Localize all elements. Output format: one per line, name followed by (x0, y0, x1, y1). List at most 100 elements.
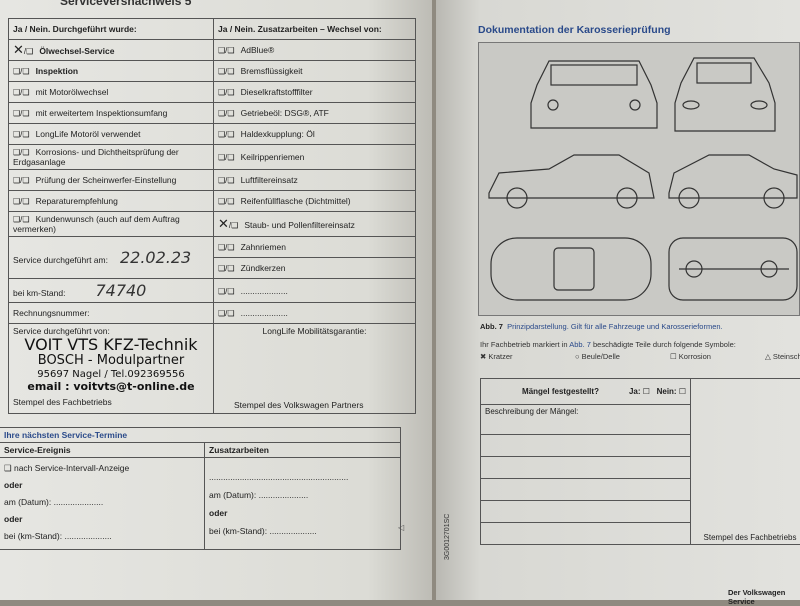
yes-no-checkbox[interactable]: ❑/❑ (218, 197, 235, 206)
extra-label: .................... (241, 308, 288, 318)
interval-option[interactable]: ❑ nach Service-Intervall-Anzeige (4, 460, 200, 477)
stamp-area: Stempel des Fachbetriebs (691, 379, 800, 545)
service-label: Inspektion (36, 66, 79, 76)
extra-item[interactable]: ❑/❑ Zahnriemen (214, 237, 416, 258)
page-header: Serviceversnachweis 5 (60, 0, 191, 8)
extra-item[interactable]: ❑/❑Haldexkupplung: Öl (214, 124, 416, 145)
extra-item[interactable]: ❑/❑Bremsflüssigkeit (214, 61, 416, 82)
extra-item[interactable]: ❑/❑Getriebeöl: DSG®, ATF (214, 103, 416, 124)
car-side-left (489, 155, 654, 208)
symbol-dent: ○ Beule/Delle (575, 352, 670, 361)
defects-line[interactable] (481, 501, 691, 523)
oder-label: oder (209, 504, 396, 522)
service-item[interactable]: ❑/❑ Reparaturempfehlung (9, 191, 214, 212)
service-date-label: Service durchgeführt am: (13, 255, 108, 265)
extra-item[interactable]: ✕/❑Staub- und Pollenfiltereinsatz (214, 212, 416, 237)
defects-description[interactable]: Beschreibung der Mängel: (481, 405, 691, 435)
service-date-value: 22.02.23 (120, 248, 191, 267)
yes-no-checkbox[interactable]: ❑/❑ (13, 215, 30, 224)
no-checkbox[interactable]: ☐ (679, 387, 686, 396)
next-km-field[interactable]: bei (km-Stand): .................... (4, 528, 200, 545)
service-item[interactable]: ✕/❑Ölwechsel-Service (9, 40, 214, 61)
extra-item[interactable]: ❑/❑Luftfiltereinsatz (214, 170, 416, 191)
extra-item[interactable]: ❑/❑.................... (214, 279, 416, 303)
defects-line[interactable] (481, 479, 691, 501)
defects-line[interactable] (481, 457, 691, 479)
service-date-cell[interactable]: Service durchgeführt am: 22.02.23 (9, 237, 214, 279)
table-row: ❑/❑Prüfung der Scheinwerfer-Einstellung❑… (9, 170, 416, 191)
next-service-table: Ihre nächsten Service-Termine Service-Er… (0, 427, 401, 550)
extra-item[interactable]: ❑/❑Zündkerzen (214, 258, 416, 279)
extras-line[interactable]: ........................................… (209, 468, 396, 486)
car-diagram (478, 42, 800, 316)
extra-label: Zahnriemen (241, 242, 286, 252)
yes-no-checkbox[interactable]: ❑/❑ (13, 67, 30, 76)
mobility-label: LongLife Mobilitätsgarantie: (218, 326, 411, 336)
defects-line[interactable] (481, 435, 691, 457)
km-cell[interactable]: bei km-Stand:74740 (9, 279, 214, 303)
stamp-line: VOIT VTS KFZ-Technik (13, 336, 209, 354)
car-underbody-view (669, 238, 797, 300)
table-row: ❑/❑ Reparaturempfehlung ❑/❑Reifenfüllflasc… (9, 191, 416, 212)
workshop-stamp-cell: Service durchgeführt von:VOIT VTS KFZ-Te… (9, 324, 214, 414)
extras-date-field[interactable]: am (Datum): ..................... (209, 486, 396, 504)
car-top-view (491, 238, 651, 300)
yes-no-checkbox[interactable]: ❑/❑ (218, 243, 235, 252)
service-item[interactable]: ❑/❑mit Motorölwechsel (9, 82, 214, 103)
yes-no-checkbox[interactable]: ❑/❑ (13, 176, 30, 185)
yes-checkbox[interactable]: ☐ (643, 387, 650, 396)
col1-header: Ja / Nein. Durchgeführt wurde: (9, 19, 214, 40)
service-label: LongLife Motoröl verwendet (36, 129, 141, 139)
service-label: Kundenwunsch (auch auf dem Auftrag verme… (13, 214, 180, 234)
caption-text: Prinzipdarstellung. Gilt für alle Fahrze… (507, 322, 723, 331)
yes-no-checkbox[interactable]: ❑/❑ (13, 130, 30, 139)
car-side-right (669, 155, 797, 208)
yes-no-checkbox[interactable]: ❑/❑ (13, 197, 30, 206)
next-date-field[interactable]: am (Datum): ..................... (4, 494, 200, 511)
yes-no-checkbox[interactable]: ✕/❑ (13, 42, 33, 58)
extra-item[interactable]: ❑/❑Reifenfüllflasche (Dichtmittel) (214, 191, 416, 212)
defects-table: Mängel festgestellt?Ja: ☐ Nein: ☐ Stempe… (480, 378, 800, 545)
yes-no-checkbox[interactable]: ✕/❑ (218, 216, 238, 232)
extra-label: Keilrippenriemen (241, 152, 305, 162)
instr-ref[interactable]: Abb. 7 (569, 340, 591, 349)
yes-no-checkbox[interactable]: ❑/❑ (13, 148, 30, 157)
extra-item[interactable]: ❑/❑.................... (214, 303, 416, 324)
table-row: ✕/❑Ölwechsel-Service❑/❑AdBlue® (9, 40, 416, 61)
service-item[interactable]: ❑/❑ Inspektion (9, 61, 214, 82)
extra-item[interactable]: ❑/❑ Keilrippenriemen (214, 145, 416, 170)
service-item[interactable]: ❑/❑mit erweitertem Inspektionsumfang (9, 103, 214, 124)
yes-no-checkbox[interactable]: ❑/❑ (218, 109, 235, 118)
car-outlines (479, 43, 800, 317)
vw-stamp-cell: LongLife Mobilitätsgarantie: Stempel des … (214, 324, 416, 414)
yes-no-checkbox[interactable]: ❑/❑ (218, 67, 235, 76)
yes-no-checkbox[interactable]: ❑/❑ (218, 153, 235, 162)
yes-no-checkbox[interactable]: ❑/❑ (218, 88, 235, 97)
oder-label: oder (4, 511, 200, 528)
invoice-cell[interactable]: Rechnungsnummer: (9, 303, 214, 324)
yes-no-checkbox[interactable]: ❑/❑ (218, 176, 235, 185)
yes-no-checkbox[interactable]: ❑/❑ (218, 130, 235, 139)
yes-no-checkbox[interactable]: ❑/❑ (13, 88, 30, 97)
table-row: ❑/❑Korrosions- und Dichtheitsprüfung der… (9, 145, 416, 170)
yes-no-checkbox[interactable]: ❑/❑ (218, 264, 235, 273)
car-rear-view (531, 61, 657, 128)
extra-item[interactable]: ❑/❑Dieselkraftstofffilter (214, 82, 416, 103)
service-item[interactable]: ❑/❑Kundenwunsch (auch auf dem Auftrag ve… (9, 212, 214, 237)
yes-no-checkbox[interactable]: ❑/❑ (218, 46, 235, 55)
extra-item[interactable]: ❑/❑AdBlue® (214, 40, 416, 61)
service-item[interactable]: ❑/❑ Prüfung der Scheinwerfer-Einstellung (9, 170, 214, 191)
service-label: Prüfung der Scheinwerfer-Einstellung (36, 175, 177, 185)
yes-no-checkbox[interactable]: ❑/❑ (218, 309, 235, 318)
vw-stamp-label: Stempel des Volkswagen Partners (234, 400, 363, 410)
triangle-icon: ◁ (398, 523, 404, 532)
service-label: Korrosions- und Dichtheitsprüfung der Er… (13, 147, 179, 167)
service-item[interactable]: ❑/❑ LongLife Motoröl verwendet (9, 124, 214, 145)
defects-line[interactable] (481, 523, 691, 545)
service-item[interactable]: ❑/❑Korrosions- und Dichtheitsprüfung der… (9, 145, 214, 170)
yes-no-checkbox[interactable]: ❑/❑ (13, 109, 30, 118)
service-label: Reparaturempfehlung (36, 196, 118, 206)
extras-cell: ........................................… (205, 458, 401, 550)
extras-km-field[interactable]: bei (km-Stand): .................... (209, 522, 396, 540)
yes-no-checkbox[interactable]: ❑/❑ (218, 287, 235, 296)
